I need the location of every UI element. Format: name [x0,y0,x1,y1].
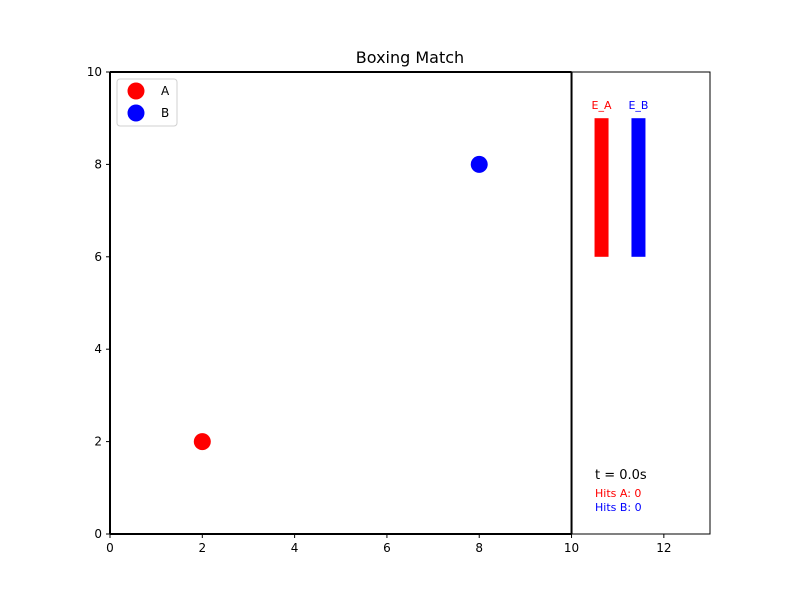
plot-area: 0 2 4 6 8 10 12 0 2 4 6 8 10 E_A E_Bt = 0.0s Hits A: 0H… [87,65,711,555]
energy-bar-label-b: E_B [628,99,648,112]
x-tick-label: 4 [291,541,299,555]
time-readout: t = 0.0s [595,468,647,483]
legend-marker-b [127,104,145,122]
x-tick-label: 10 [564,541,579,555]
energy-bar-label-a: E_A [592,99,612,112]
x-tick-label: 6 [383,541,391,555]
energy-bar-a [594,118,609,257]
y-tick-label: 10 [87,65,102,79]
y-tick-label: 2 [94,435,102,449]
y-tick-label: 0 [94,527,102,541]
legend-marker-a [127,82,145,100]
legend-label-b: B [161,106,169,120]
x-tick-label: 8 [475,541,483,555]
x-tick-label: 12 [656,541,671,555]
y-tick-label: 8 [94,157,102,171]
chart-title: Boxing Match [356,48,464,67]
hits-b-readout: Hits B: 0 [595,501,642,514]
hits-a-readout: Hits A: 0 [595,487,641,500]
energy-bar-b [631,118,646,257]
x-tick-label: 2 [198,541,206,555]
y-tick-label: 6 [94,250,102,264]
y-tick-label: 4 [94,342,102,356]
legend-label-a: A [161,84,170,98]
boxer-b-marker [470,155,488,173]
boxer-a-marker [193,433,211,451]
x-tick-label: 0 [106,541,114,555]
